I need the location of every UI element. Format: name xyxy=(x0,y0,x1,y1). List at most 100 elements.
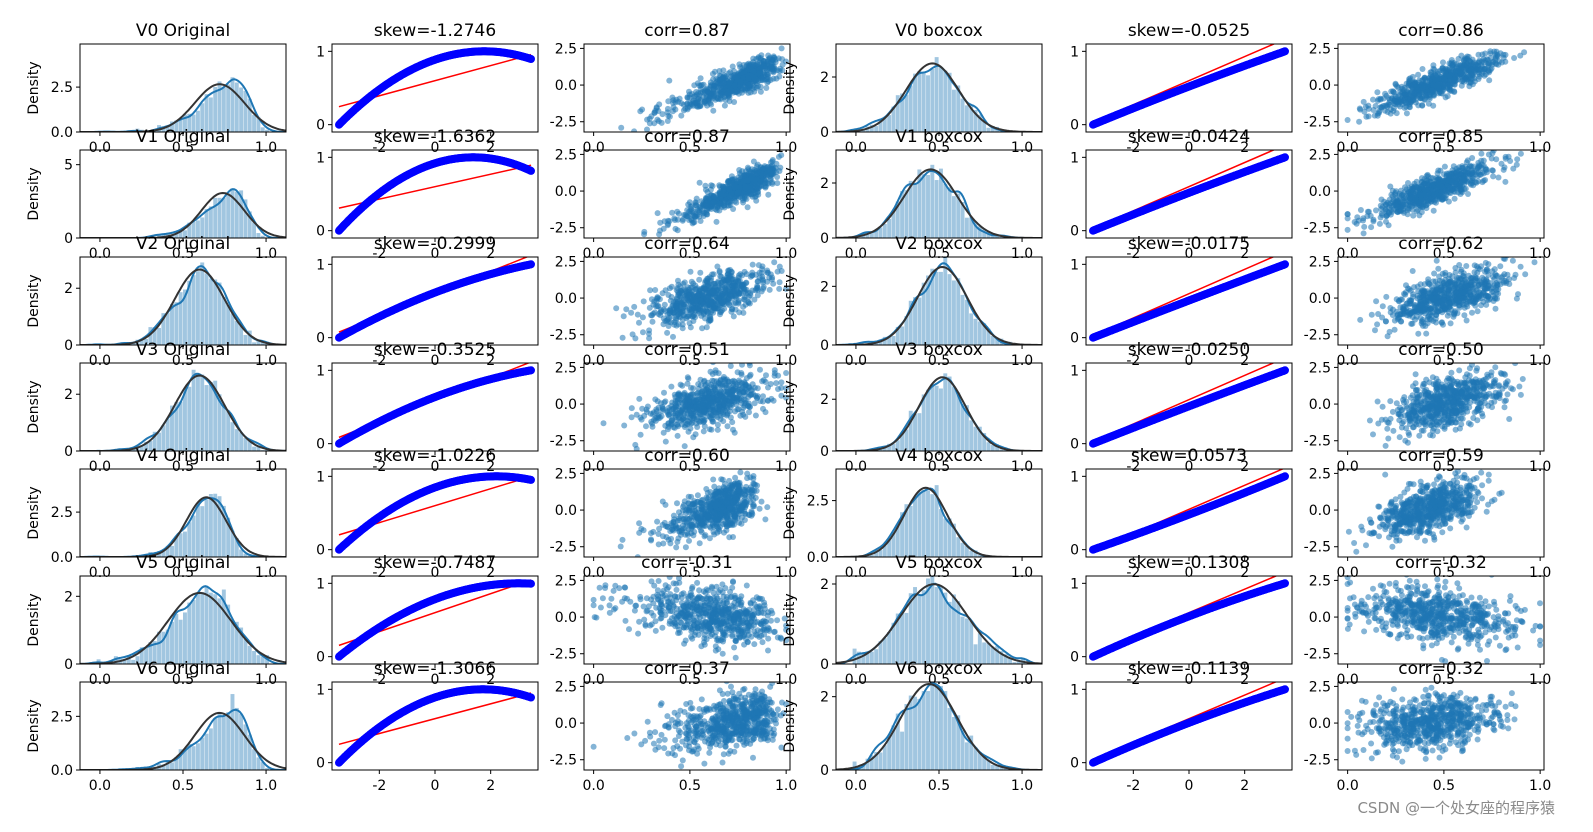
histogram-bar xyxy=(243,334,248,345)
scatter-point xyxy=(668,283,675,290)
scatter-point xyxy=(644,126,650,132)
histogram-bar xyxy=(195,110,200,132)
scatter-point xyxy=(777,164,784,171)
scatter-point xyxy=(1365,113,1372,120)
scatter-point xyxy=(1491,48,1498,55)
scatter-point xyxy=(727,198,733,205)
histogram-bar xyxy=(995,337,1000,345)
scatter-point xyxy=(697,75,704,82)
histogram-bar xyxy=(878,121,883,132)
scatter-point xyxy=(670,302,677,309)
histogram-bar xyxy=(939,168,943,238)
histogram-bar xyxy=(200,262,205,345)
scatter-point xyxy=(1351,219,1358,225)
qq-xtick-label: 0 xyxy=(431,140,440,156)
density-ytick-label: 0 xyxy=(820,338,829,354)
scatter-ytick-label: 0.0 xyxy=(555,78,577,94)
scatter-point xyxy=(648,296,655,303)
scatter-point xyxy=(1440,177,1447,184)
histogram-bar xyxy=(904,190,909,238)
scatter-point xyxy=(702,186,709,193)
scatter-point xyxy=(737,78,744,85)
scatter-point xyxy=(1451,195,1458,202)
scatter-point xyxy=(1430,65,1437,72)
histogram-bar xyxy=(165,312,170,345)
scatter-point xyxy=(696,179,703,186)
scatter-point xyxy=(736,61,743,68)
scatter-point xyxy=(764,74,771,80)
scatter-xtick-label: 1.0 xyxy=(1529,140,1551,156)
histogram-bar xyxy=(161,128,166,132)
scatter-point xyxy=(693,195,700,202)
scatter-point xyxy=(1344,226,1351,233)
scatter-point xyxy=(666,309,673,316)
histogram-bar xyxy=(900,191,905,238)
scatter-point xyxy=(646,120,653,127)
scatter-point xyxy=(1370,96,1376,103)
scatter-point xyxy=(708,94,715,101)
histogram-bars xyxy=(836,257,1042,345)
scatter-point xyxy=(1364,208,1371,215)
scatter-point xyxy=(738,69,745,76)
scatter-point xyxy=(698,82,705,88)
scatter-point xyxy=(1400,209,1407,216)
scatter-point xyxy=(1386,96,1393,103)
qq-xtick-label: 0 xyxy=(1185,246,1194,262)
density-ylabel: Density xyxy=(26,61,42,114)
scatter-point xyxy=(1403,110,1410,117)
scatter-point xyxy=(684,94,691,101)
scatter-point xyxy=(753,56,760,62)
scatter-xtick-label: 1.0 xyxy=(775,140,797,156)
scatter-point xyxy=(731,82,738,89)
scatter-point xyxy=(711,280,717,287)
scatter-point xyxy=(1413,84,1420,91)
density-xtick-label: 0.5 xyxy=(172,140,194,156)
histogram-bar xyxy=(939,67,943,132)
scatter-point xyxy=(686,199,693,206)
scatter-point xyxy=(1377,95,1384,102)
density-xtick-label: 0.5 xyxy=(928,140,950,156)
scatter-point xyxy=(1382,107,1388,114)
histogram-bar xyxy=(874,343,879,345)
scatter-point xyxy=(730,313,737,320)
scatter-point xyxy=(751,296,758,303)
scatter-point xyxy=(676,290,683,297)
qq-plot-area xyxy=(1089,257,1289,342)
scatter-point xyxy=(1476,66,1483,72)
histogram-bar xyxy=(204,273,209,345)
scatter-point xyxy=(636,319,642,326)
scatter-point xyxy=(703,324,710,331)
scatter-point xyxy=(639,314,646,321)
scatter-point xyxy=(671,319,678,326)
scatter-point xyxy=(1356,118,1363,125)
scatter-point xyxy=(700,292,707,299)
scatter-point xyxy=(1401,97,1408,104)
scatter-point xyxy=(707,313,714,320)
scatter-point xyxy=(736,272,742,279)
scatter-point xyxy=(617,138,623,144)
scatter-point xyxy=(1386,204,1393,211)
histogram-bar xyxy=(195,271,200,345)
histogram-bar xyxy=(917,297,922,345)
scatter-point xyxy=(1354,214,1361,221)
scatter-point xyxy=(739,168,746,175)
qq-point xyxy=(527,166,535,175)
histogram-bar xyxy=(887,115,892,132)
histogram-bar xyxy=(951,196,956,238)
histogram-bar xyxy=(226,304,231,345)
histogram-bar xyxy=(895,201,900,238)
scatter-point xyxy=(748,170,755,176)
scatter-point xyxy=(754,170,761,177)
histogram-bar xyxy=(895,326,900,345)
scatter-point xyxy=(680,301,687,308)
scatter-point xyxy=(735,290,742,297)
histogram-bar xyxy=(161,313,166,345)
histogram-bar xyxy=(217,282,222,345)
histogram-bar xyxy=(977,114,982,132)
scatter-point xyxy=(1425,178,1432,185)
histogram-bar xyxy=(243,199,248,238)
histogram-bar xyxy=(934,57,939,132)
histogram-bar xyxy=(943,183,948,238)
